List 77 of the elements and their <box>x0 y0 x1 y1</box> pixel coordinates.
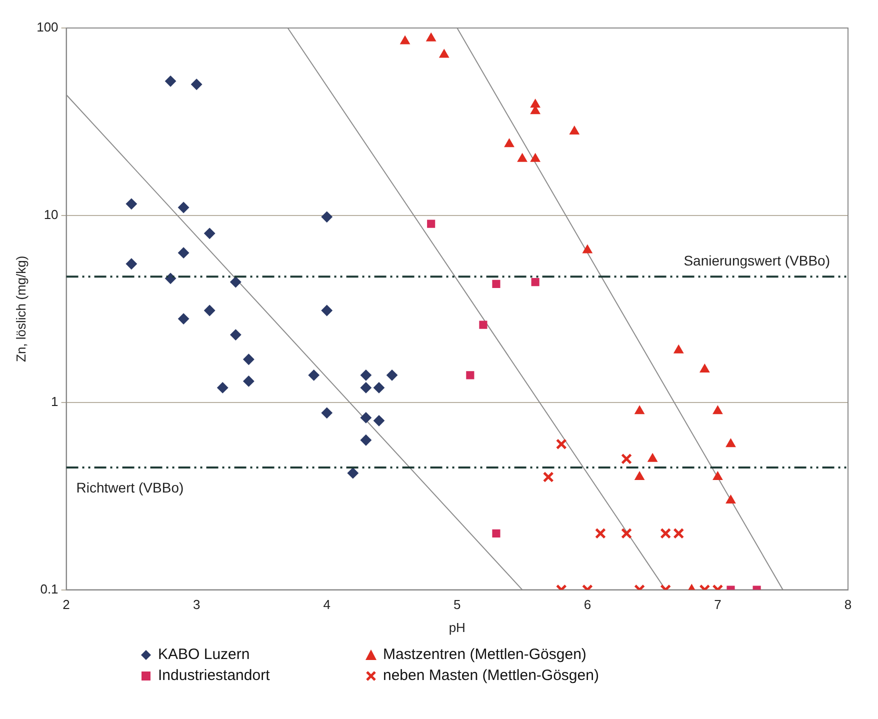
legend-label: Mastzentren (Mettlen-Gösgen) <box>383 646 586 663</box>
point <box>360 412 372 424</box>
point <box>726 438 736 448</box>
y-tick-label: 1 <box>51 394 58 410</box>
point <box>243 376 254 387</box>
y-tick-label: 100 <box>36 20 58 35</box>
point <box>660 528 672 539</box>
point <box>530 99 540 108</box>
point <box>321 305 332 316</box>
x-tick-label: 3 <box>192 597 200 612</box>
point <box>360 434 372 446</box>
point <box>712 472 723 480</box>
point <box>126 198 137 210</box>
legend-label: neben Masten (Mettlen-Gösgen) <box>383 667 599 684</box>
legend-label: KABO Luzern <box>158 646 250 663</box>
ref-line-label: Sanierungswert (VBBo) <box>684 252 830 269</box>
point <box>439 49 449 58</box>
point <box>479 320 488 329</box>
point <box>466 371 474 380</box>
point <box>243 354 254 365</box>
legend-label: Industriestandort <box>158 667 270 684</box>
point <box>373 415 384 426</box>
point <box>712 406 723 414</box>
point <box>517 153 528 162</box>
point <box>427 220 436 228</box>
x-tick-label: 2 <box>62 597 70 612</box>
y-tick-label: 0.1 <box>40 581 58 596</box>
point <box>178 313 190 324</box>
point <box>178 202 190 214</box>
point <box>165 76 176 87</box>
point <box>673 528 684 539</box>
x-tick-label: 6 <box>584 597 592 612</box>
point <box>504 138 514 148</box>
x-tick-label: 7 <box>714 597 722 612</box>
point <box>674 344 684 354</box>
point <box>726 494 736 504</box>
point <box>594 528 606 539</box>
y-tick-label: 10 <box>44 206 58 222</box>
point <box>570 126 580 135</box>
x-axis-title: pH <box>448 620 466 635</box>
point <box>531 278 540 286</box>
point <box>426 32 436 42</box>
point <box>700 364 710 373</box>
point <box>530 153 540 162</box>
point <box>360 370 372 381</box>
point <box>621 453 632 464</box>
x-tick-label: 4 <box>323 597 330 612</box>
point <box>178 247 190 258</box>
ref-line-label: Richtwert (VBBo) <box>76 479 184 496</box>
point <box>204 228 216 239</box>
point <box>634 472 644 480</box>
point <box>648 453 658 462</box>
point <box>230 276 242 288</box>
point <box>217 382 228 394</box>
point <box>373 382 384 394</box>
point <box>126 258 137 270</box>
point <box>400 36 410 44</box>
point <box>230 329 242 340</box>
x-tick-label: 5 <box>454 597 461 612</box>
point <box>360 382 372 394</box>
point <box>191 78 202 90</box>
point <box>621 528 632 539</box>
point <box>386 370 398 381</box>
point <box>165 272 176 284</box>
point <box>321 407 332 418</box>
point <box>542 472 554 483</box>
point <box>321 211 332 222</box>
point <box>347 468 358 479</box>
point <box>634 406 644 414</box>
point <box>556 438 567 450</box>
point <box>308 370 320 381</box>
point <box>492 280 500 288</box>
y-axis-title: Zn, löslich (mg/kg) <box>13 256 28 362</box>
point <box>204 305 216 316</box>
point <box>582 244 592 254</box>
point <box>492 529 500 538</box>
x-tick-label: 8 <box>844 597 852 612</box>
